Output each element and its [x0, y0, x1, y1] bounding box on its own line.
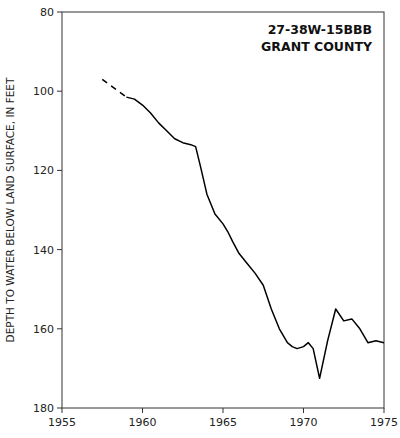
y-tick-label: 120 [33, 164, 54, 177]
chart-container: 1955 1960 1965 1970 1975 80 100 120 140 160 180 DEP… [0, 0, 400, 438]
annotation: GRANT COUNTY [261, 39, 373, 54]
lines [102, 79, 384, 378]
annotation: 27-38W-15BBB [268, 22, 372, 37]
x-tick-label: 1965 [209, 416, 237, 429]
x-axis: 1955 1960 1965 1970 1975 [48, 408, 398, 429]
y-tick [57, 408, 62, 409]
x-tick [142, 408, 143, 413]
chart: 1955 1960 1965 1970 1975 80 100 120 140 160 180 DEP… [0, 0, 400, 438]
x-tick-label: 1960 [129, 416, 157, 429]
y-axis-label: DEPTH TO WATER BELOW LAND SURFACE, IN FE… [4, 77, 16, 342]
y-tick [57, 91, 62, 92]
x-tick-label: 1970 [290, 416, 318, 429]
x-tick [62, 408, 63, 413]
y-axis: 80 100 120 140 160 180 [33, 6, 62, 415]
line-series [126, 97, 384, 378]
x-tick [223, 408, 224, 413]
x-tick-label: 1955 [48, 416, 76, 429]
annotations: 27-38W-15BBB GRANT COUNTY [261, 22, 373, 54]
y-tick-label: 160 [33, 323, 54, 336]
y-tick-label: 80 [40, 6, 54, 19]
y-tick [57, 12, 62, 13]
y-tick [57, 170, 62, 171]
y-tick [57, 249, 62, 250]
y-tick-label: 140 [33, 244, 54, 257]
x-tick-label: 1975 [370, 416, 398, 429]
line-series [102, 79, 126, 97]
y-tick-label: 100 [33, 85, 54, 98]
x-tick [384, 408, 385, 413]
x-tick [303, 408, 304, 413]
y-tick [57, 328, 62, 329]
plot-frame [62, 12, 384, 408]
y-tick-label: 180 [33, 402, 54, 415]
